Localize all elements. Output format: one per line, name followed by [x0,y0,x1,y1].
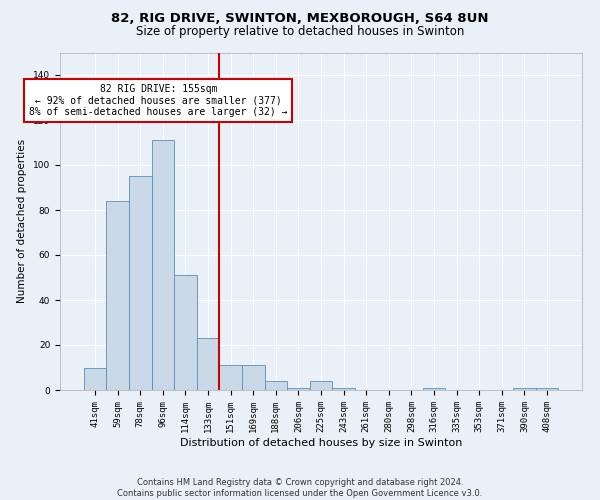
Bar [174,275,197,390]
Bar [536,388,558,390]
Bar [265,381,287,390]
Bar [129,176,152,390]
Bar [422,388,445,390]
Bar [197,338,220,390]
Y-axis label: Number of detached properties: Number of detached properties [17,139,28,304]
Bar [310,381,332,390]
Bar [287,388,310,390]
Bar [513,388,536,390]
Text: 82 RIG DRIVE: 155sqm
← 92% of detached houses are smaller (377)
8% of semi-detac: 82 RIG DRIVE: 155sqm ← 92% of detached h… [29,84,287,117]
Bar [332,388,355,390]
Bar [106,201,129,390]
Text: 82, RIG DRIVE, SWINTON, MEXBOROUGH, S64 8UN: 82, RIG DRIVE, SWINTON, MEXBOROUGH, S64 … [111,12,489,26]
Text: Contains HM Land Registry data © Crown copyright and database right 2024.
Contai: Contains HM Land Registry data © Crown c… [118,478,482,498]
Bar [152,140,174,390]
Bar [84,368,106,390]
Bar [242,365,265,390]
Text: Size of property relative to detached houses in Swinton: Size of property relative to detached ho… [136,25,464,38]
X-axis label: Distribution of detached houses by size in Swinton: Distribution of detached houses by size … [180,438,462,448]
Bar [220,365,242,390]
